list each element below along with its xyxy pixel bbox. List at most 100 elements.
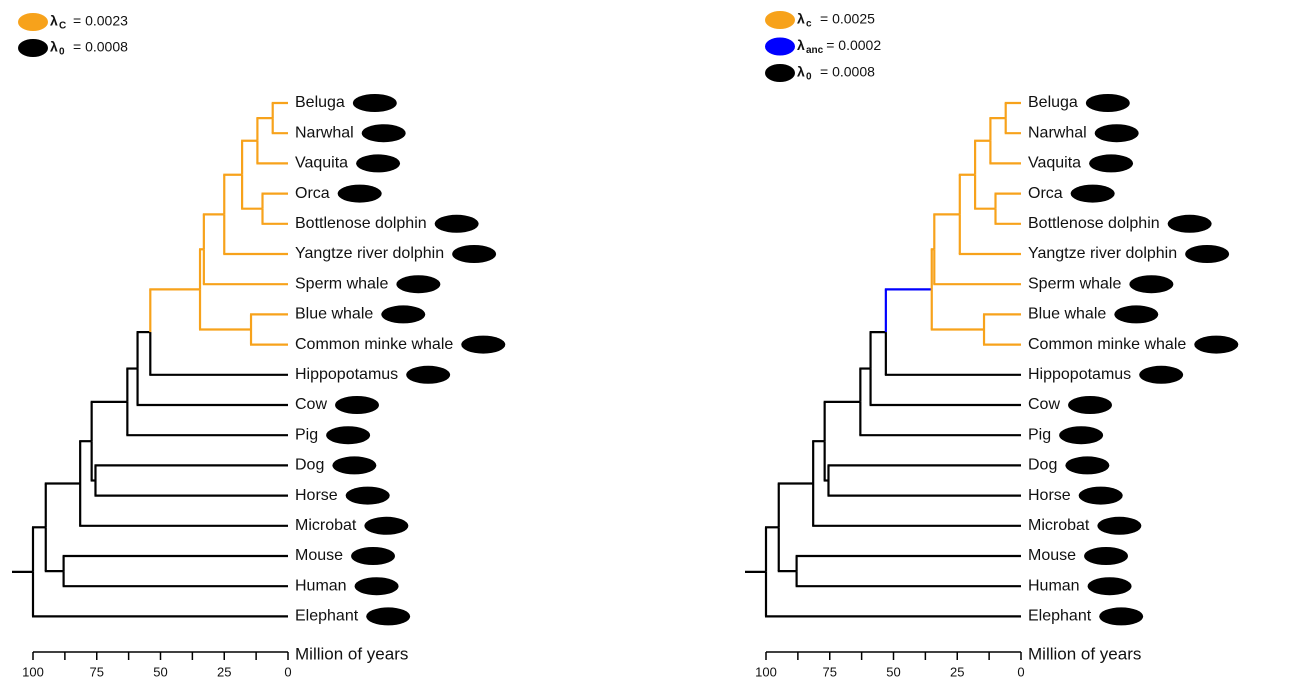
animal-silhouette: [1168, 215, 1212, 233]
leaf-label: Horse: [1028, 487, 1071, 504]
animal-silhouette: [1114, 305, 1158, 323]
legend-swatch: [765, 38, 795, 56]
legend-subscript: c: [806, 19, 812, 30]
tick-label: 25: [217, 664, 231, 679]
leaf-label: Beluga: [1028, 94, 1078, 111]
animal-silhouette: [355, 577, 399, 595]
animal-silhouette: [338, 185, 382, 203]
animal-silhouette: [356, 154, 400, 172]
animal-silhouette: [1084, 547, 1128, 565]
animal-silhouette: [1099, 607, 1143, 625]
animal-silhouette: [461, 336, 505, 354]
leaf-label: Pig: [1028, 426, 1051, 443]
animal-silhouette: [1095, 124, 1139, 142]
animal-silhouette: [1086, 94, 1130, 112]
animal-silhouette: [1097, 517, 1141, 535]
animal-silhouette: [366, 607, 410, 625]
legend-symbol: λ: [797, 11, 805, 27]
animal-silhouette: [1088, 577, 1132, 595]
animal-silhouette: [381, 305, 425, 323]
leaf-label: Mouse: [1028, 547, 1076, 564]
animal-silhouette: [1068, 396, 1112, 414]
animal-silhouette: [1079, 487, 1123, 505]
animal-silhouette: [364, 517, 408, 535]
leaf-label: Dog: [1028, 457, 1057, 474]
leaf-label: Common minke whale: [295, 336, 453, 353]
legend-subscript: 0: [59, 47, 65, 58]
animal-silhouette: [351, 547, 395, 565]
animal-silhouette: [1139, 366, 1183, 384]
leaf-label: Microbat: [1028, 517, 1090, 534]
legend-symbol: λ: [50, 39, 58, 55]
leaf-label: Common minke whale: [1028, 336, 1186, 353]
leaf-label: Bottlenose dolphin: [1028, 215, 1160, 232]
tick-label: 75: [90, 664, 104, 679]
animal-silhouette: [1185, 245, 1229, 263]
leaf-label: Narwhal: [1028, 124, 1087, 141]
animal-silhouette: [1071, 185, 1115, 203]
legend-value: = 0.0002: [826, 37, 881, 53]
leaf-label: Blue whale: [1028, 306, 1106, 323]
legend-value: = 0.0008: [820, 64, 875, 80]
animal-silhouette: [396, 275, 440, 293]
leaf-label: Human: [1028, 577, 1080, 594]
leaf-label: Blue whale: [295, 306, 373, 323]
leaf-label: Dog: [295, 457, 324, 474]
leaf-label: Yangtze river dolphin: [295, 245, 444, 262]
figure: λC= 0.0023λ0= 0.0008BelugaNarwhalVaquita…: [0, 0, 1293, 679]
leaf-label: Vaquita: [295, 155, 348, 172]
leaf-label: Elephant: [1028, 608, 1092, 625]
legend-subscript: anc: [806, 45, 824, 56]
animal-silhouette: [326, 426, 370, 444]
leaf-label: Orca: [295, 185, 330, 202]
animal-silhouette: [1089, 154, 1133, 172]
tick-label: 0: [284, 664, 291, 679]
leaf-label: Bottlenose dolphin: [295, 215, 427, 232]
tick-label: 100: [755, 664, 777, 679]
animal-silhouette: [353, 94, 397, 112]
leaf-label: Elephant: [295, 608, 359, 625]
leaf-label: Cow: [1028, 396, 1060, 413]
leaf-label: Horse: [295, 487, 338, 504]
animal-silhouette: [1194, 336, 1238, 354]
animal-silhouette: [1129, 275, 1173, 293]
legend-symbol: λ: [50, 13, 58, 29]
tick-label: 75: [823, 664, 837, 679]
legend-value: = 0.0025: [820, 11, 875, 27]
legend-symbol: λ: [797, 37, 805, 53]
animal-silhouette: [435, 215, 479, 233]
animal-silhouette: [406, 366, 450, 384]
legend-subscript: C: [59, 21, 66, 32]
axis-label: Million of years: [1028, 644, 1141, 663]
leaf-label: Vaquita: [1028, 155, 1081, 172]
legend-swatch: [18, 39, 48, 57]
leaf-label: Human: [295, 577, 347, 594]
leaf-label: Microbat: [295, 517, 357, 534]
animal-silhouette: [332, 456, 376, 474]
legend-swatch: [18, 13, 48, 31]
leaf-label: Beluga: [295, 94, 345, 111]
legend-subscript: 0: [806, 72, 812, 83]
tick-label: 50: [153, 664, 167, 679]
tick-label: 50: [886, 664, 900, 679]
leaf-label: Mouse: [295, 547, 343, 564]
legend-symbol: λ: [797, 64, 805, 80]
leaf-label: Narwhal: [295, 124, 354, 141]
leaf-label: Pig: [295, 426, 318, 443]
animal-silhouette: [452, 245, 496, 263]
animal-silhouette: [362, 124, 406, 142]
axis-label: Million of years: [295, 644, 408, 663]
leaf-label: Sperm whale: [295, 275, 388, 292]
leaf-label: Yangtze river dolphin: [1028, 245, 1177, 262]
leaf-label: Hippopotamus: [295, 366, 398, 383]
tick-label: 25: [950, 664, 964, 679]
animal-silhouette: [346, 487, 390, 505]
leaf-label: Hippopotamus: [1028, 366, 1131, 383]
legend-value: = 0.0008: [73, 39, 128, 55]
animal-silhouette: [1059, 426, 1103, 444]
animal-silhouette: [1065, 456, 1109, 474]
legend-value: = 0.0023: [73, 13, 128, 29]
legend-swatch: [765, 64, 795, 82]
tick-label: 0: [1017, 664, 1024, 679]
leaf-label: Orca: [1028, 185, 1063, 202]
